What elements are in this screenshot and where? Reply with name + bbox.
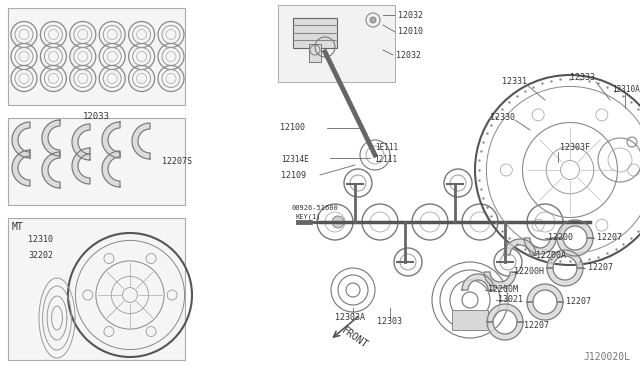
Text: 12310: 12310 — [28, 235, 53, 244]
Text: 12303: 12303 — [378, 317, 403, 327]
Bar — [452, 310, 488, 330]
Polygon shape — [547, 250, 583, 268]
Text: 12314E: 12314E — [281, 155, 308, 164]
Polygon shape — [487, 322, 523, 340]
Text: 12310A: 12310A — [612, 86, 640, 94]
Polygon shape — [12, 122, 30, 158]
Text: 12032: 12032 — [398, 10, 423, 19]
Polygon shape — [102, 122, 120, 158]
Polygon shape — [102, 151, 120, 187]
Text: 12207: 12207 — [588, 263, 613, 273]
Text: 12010: 12010 — [398, 28, 423, 36]
Polygon shape — [12, 150, 30, 186]
Text: J120020L: J120020L — [583, 352, 630, 362]
Text: 12207: 12207 — [597, 234, 622, 243]
Bar — [8, 218, 185, 360]
Text: 12200H: 12200H — [514, 267, 544, 276]
Polygon shape — [132, 123, 150, 159]
Circle shape — [370, 17, 376, 23]
Circle shape — [332, 216, 344, 228]
Text: 12331: 12331 — [502, 77, 527, 87]
Text: 12200: 12200 — [548, 234, 573, 243]
Polygon shape — [504, 239, 536, 255]
Text: KEY(1): KEY(1) — [296, 214, 321, 220]
Text: 12100: 12100 — [280, 124, 305, 132]
Text: 12200A: 12200A — [536, 250, 566, 260]
Bar — [293, 18, 337, 48]
Polygon shape — [484, 272, 516, 288]
Text: 12109: 12109 — [281, 170, 306, 180]
Bar — [8, 118, 185, 205]
Polygon shape — [527, 284, 563, 302]
Text: 13021: 13021 — [498, 295, 523, 305]
Text: 1E111: 1E111 — [375, 144, 398, 153]
Bar — [309, 44, 321, 62]
Polygon shape — [462, 274, 494, 290]
Text: 12303F: 12303F — [560, 144, 590, 153]
Text: 12207S: 12207S — [162, 157, 192, 167]
Text: 12207: 12207 — [524, 321, 549, 330]
Polygon shape — [72, 124, 90, 160]
Polygon shape — [524, 238, 556, 254]
Text: 12111: 12111 — [374, 155, 397, 164]
Polygon shape — [547, 268, 583, 286]
Text: 12333: 12333 — [570, 74, 595, 83]
Text: 12303A: 12303A — [335, 314, 365, 323]
Polygon shape — [557, 220, 593, 238]
Polygon shape — [42, 120, 60, 156]
Text: FRONT: FRONT — [340, 326, 370, 350]
Bar — [8, 8, 185, 105]
Text: 12330: 12330 — [490, 113, 515, 122]
Bar — [278, 5, 395, 82]
Text: 32202: 32202 — [28, 250, 53, 260]
Polygon shape — [527, 302, 563, 320]
Text: 12032: 12032 — [396, 51, 421, 60]
Text: 12200M: 12200M — [488, 285, 518, 295]
Polygon shape — [72, 148, 90, 184]
Polygon shape — [557, 238, 593, 256]
Text: 00926-51600: 00926-51600 — [292, 205, 339, 211]
Text: MT: MT — [12, 222, 24, 232]
Text: 12033: 12033 — [83, 112, 110, 121]
Text: 12207: 12207 — [566, 298, 591, 307]
Polygon shape — [487, 304, 523, 322]
Polygon shape — [42, 152, 60, 188]
